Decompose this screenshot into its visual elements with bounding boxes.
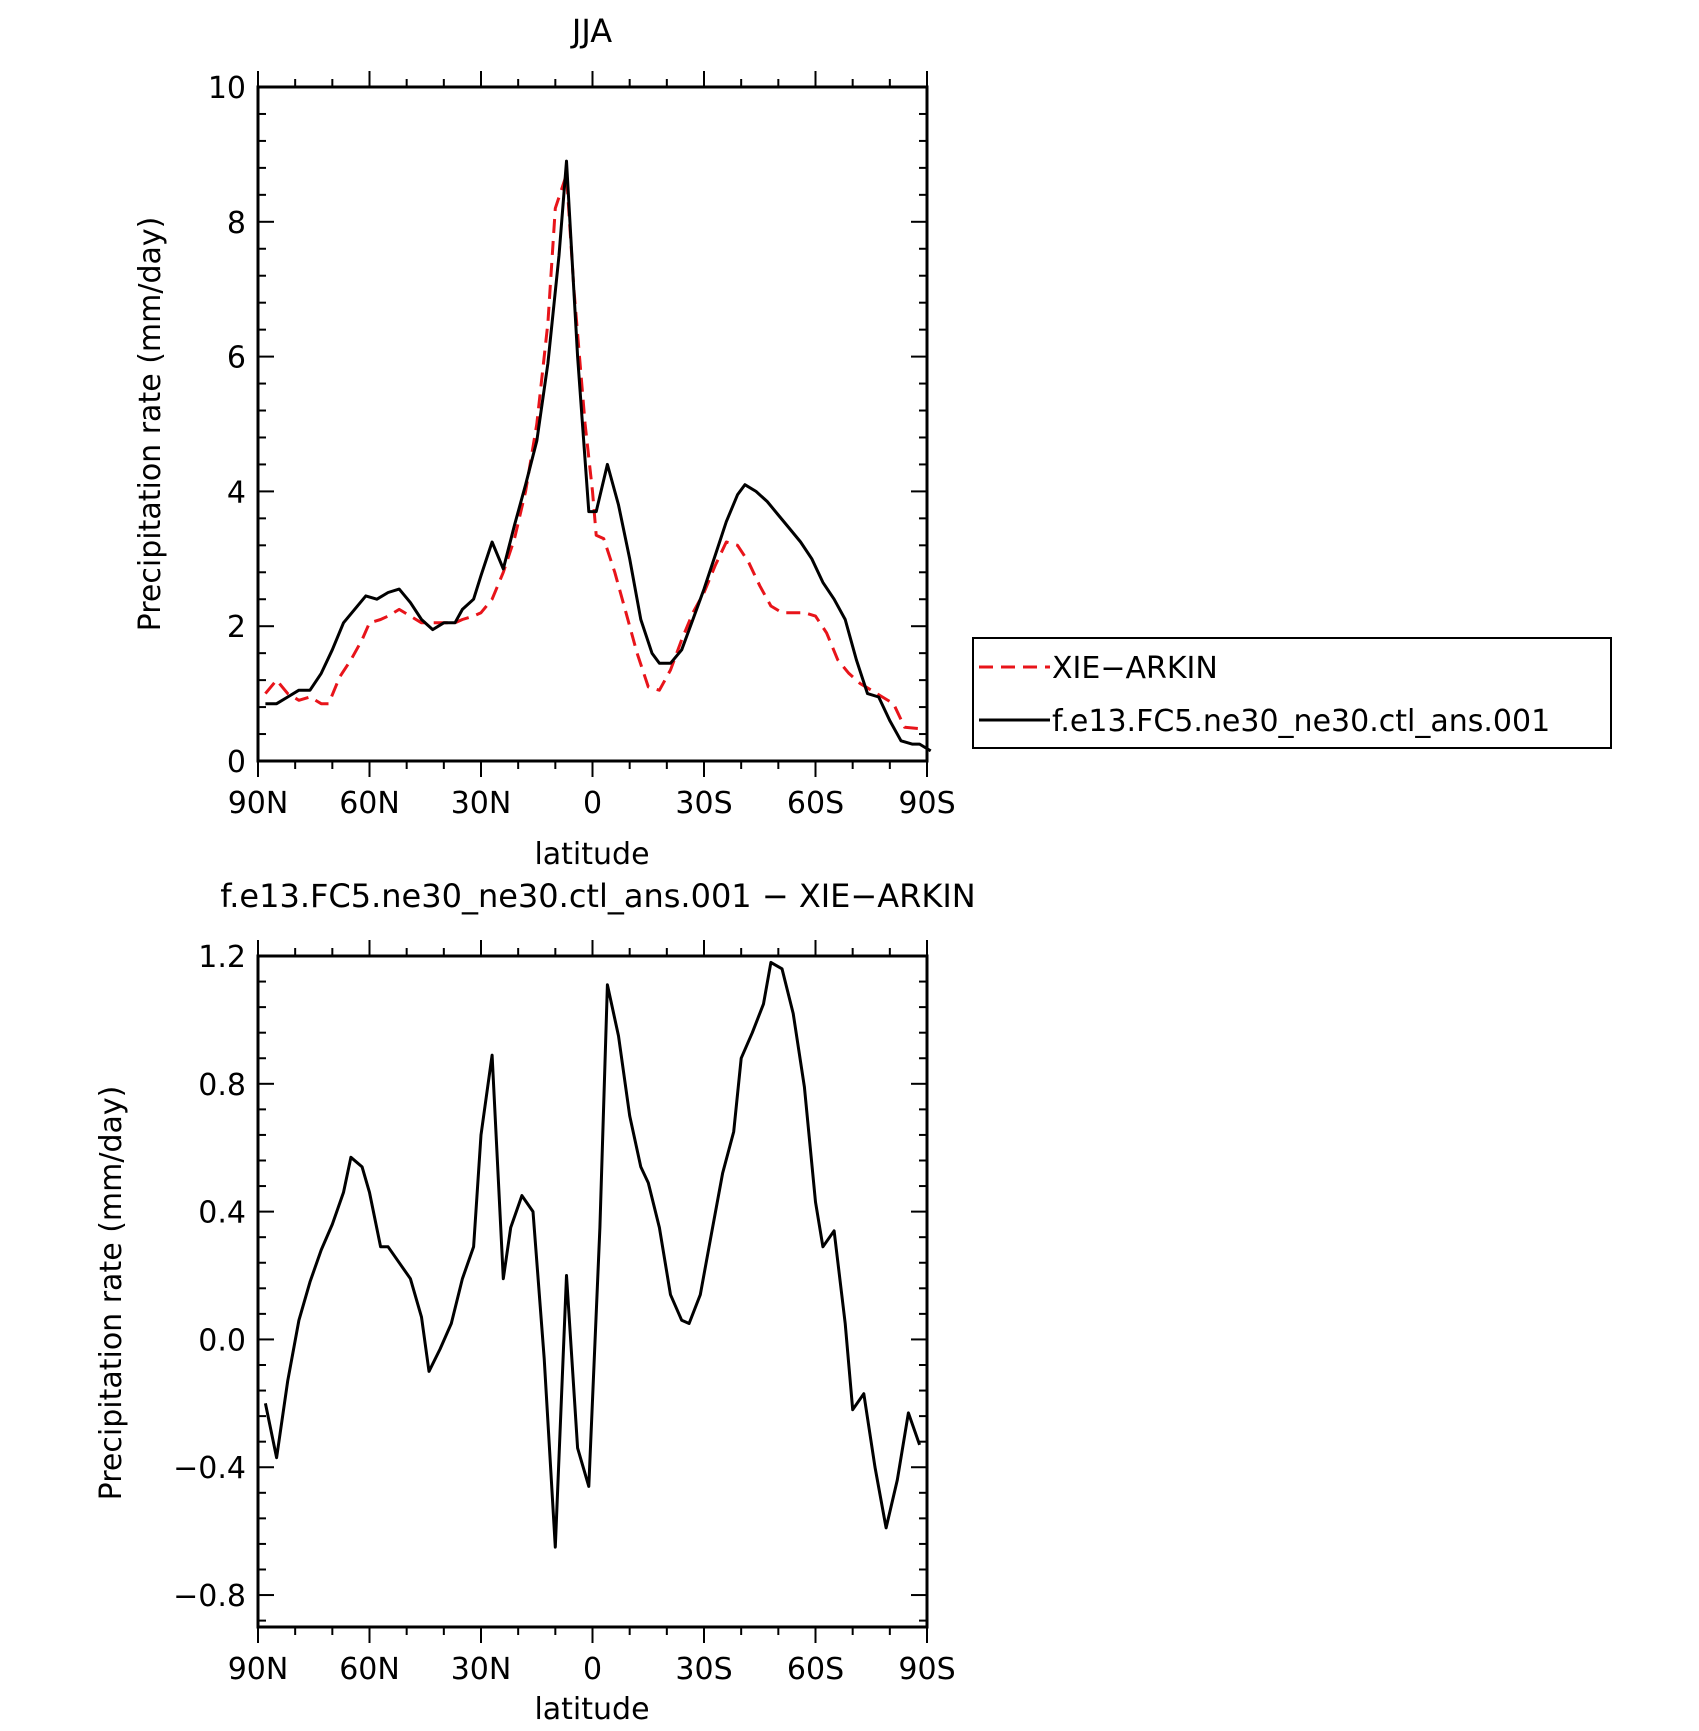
x-tick-label: 60N xyxy=(339,1652,400,1687)
x-tick-label: 30S xyxy=(675,786,732,821)
top-chart-x-axis-label: latitude xyxy=(534,837,649,872)
legend-box xyxy=(972,637,1612,749)
legend-label-model: f.e13.FC5.ne30_ne30.ctl_ans.001 xyxy=(1052,704,1550,739)
y-tick-label: 6 xyxy=(227,341,246,376)
x-tick-label: 90S xyxy=(898,786,955,821)
y-tick-label: 0 xyxy=(227,745,246,780)
y-tick-label: 0.8 xyxy=(198,1068,246,1103)
x-tick-label: 0 xyxy=(583,1652,602,1687)
y-tick-label: −0.8 xyxy=(173,1579,246,1614)
x-tick-label: 0 xyxy=(583,786,602,821)
bottom-chart-title: f.e13.FC5.ne30_ne30.ctl_ans.001 − XIE−AR… xyxy=(220,877,975,915)
x-tick-label: 30N xyxy=(451,1652,512,1687)
bottom-chart-frame xyxy=(256,954,929,1629)
bottom-chart-y-axis-label: Precipitation rate (mm/day) xyxy=(94,1086,129,1501)
x-tick-label: 90N xyxy=(228,1652,289,1687)
x-tick-label: 60N xyxy=(339,786,400,821)
bottom-chart-tick-labels: −0.8 −0.4 0.0 0.4 0.8 1.2 90N 60N 30N 0 30S 60S 90S xyxy=(173,940,955,1687)
y-tick-label: 8 xyxy=(227,206,246,241)
top-chart-tick-labels: 0 2 4 6 8 10 90N 60N 30N 0 30S 60S 90S xyxy=(208,71,956,821)
y-tick-label: −0.4 xyxy=(173,1451,246,1486)
x-tick-label: 60S xyxy=(787,786,844,821)
bottom-chart-panel: f.e13.FC5.ne30_ne30.ctl_ans.001 − XIE−AR… xyxy=(94,877,976,1727)
y-tick-label: 1.2 xyxy=(198,940,246,975)
y-tick-label: 10 xyxy=(208,71,246,106)
legend-label-xie-arkin: XIE−ARKIN xyxy=(1052,651,1218,686)
x-tick-label: 60S xyxy=(787,1652,844,1687)
x-tick-label: 90N xyxy=(228,786,289,821)
y-tick-label: 4 xyxy=(227,475,246,510)
x-tick-label: 30N xyxy=(451,786,512,821)
bottom-chart-series xyxy=(263,960,922,1549)
x-tick-label: 90S xyxy=(898,1652,955,1687)
series-line-xie-arkin xyxy=(264,173,920,731)
y-tick-label: 0.4 xyxy=(198,1196,246,1231)
x-tick-label: 30S xyxy=(675,1652,732,1687)
series-line-model xyxy=(265,159,932,753)
top-chart-y-axis-label: Precipitation rate (mm/day) xyxy=(133,217,168,632)
top-chart-series xyxy=(264,159,932,753)
top-chart-frame xyxy=(256,85,929,763)
series-line-difference xyxy=(263,960,922,1549)
bottom-chart-x-axis-label: latitude xyxy=(534,1692,649,1727)
top-chart-title: JJA xyxy=(570,12,612,50)
top-chart-legend: XIE−ARKIN f.e13.FC5.ne30_ne30.ctl_ans.00… xyxy=(972,637,1612,749)
y-tick-label: 0.0 xyxy=(198,1323,246,1358)
top-chart-panel: JJA Precipitation rate (mm/day) latitude… xyxy=(133,12,1612,872)
y-tick-label: 2 xyxy=(227,610,246,645)
